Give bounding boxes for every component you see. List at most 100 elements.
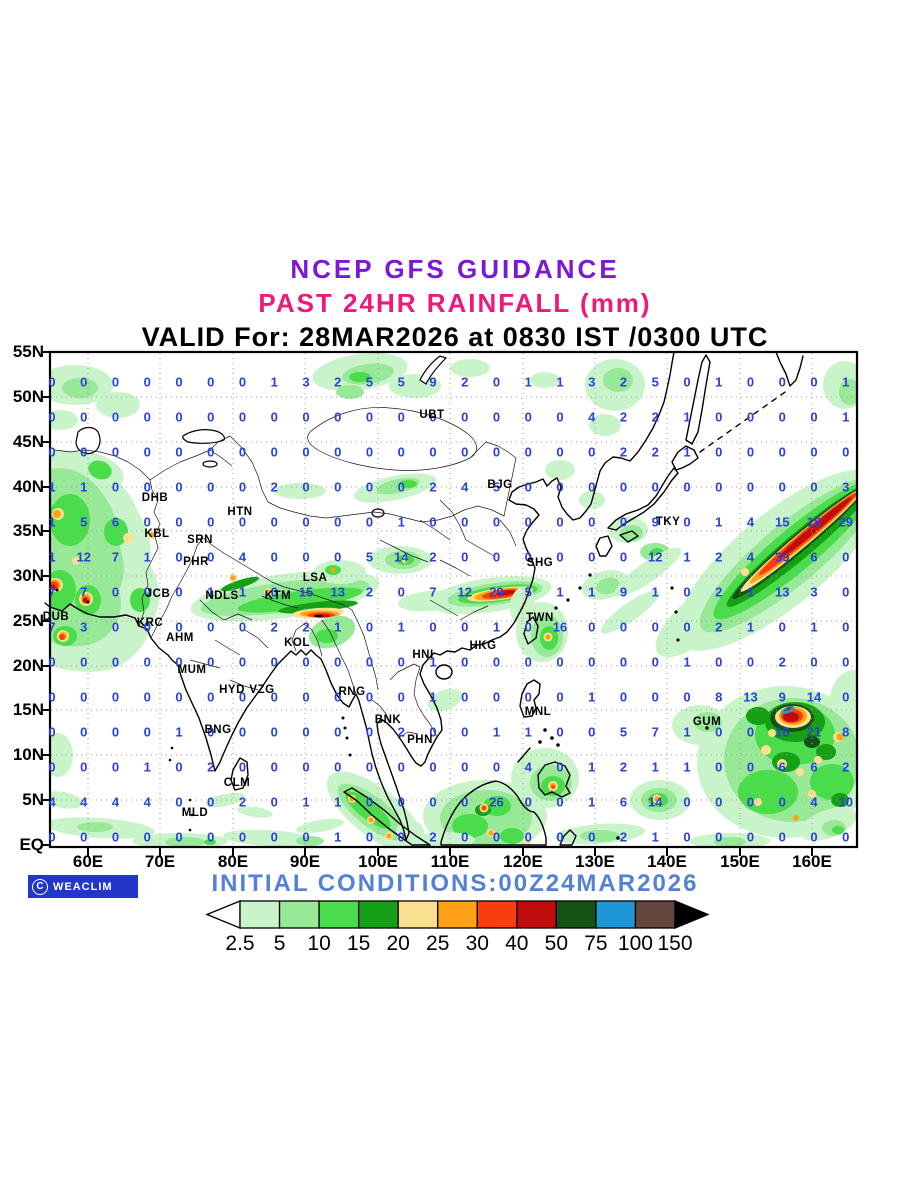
grid-value: 0 [778, 444, 786, 460]
grid-value: 0 [429, 409, 437, 425]
grid-value: 0 [111, 444, 120, 460]
grid-value: 0 [842, 549, 850, 565]
grid-value: 0 [365, 619, 374, 635]
grid-value: 12 [457, 584, 472, 600]
city-label-phr: PHR [183, 556, 209, 568]
grid-value: 5 [365, 374, 374, 390]
grid-value: 0 [334, 724, 342, 740]
grid-value: 29 [489, 584, 504, 600]
grid-value: 0 [365, 689, 374, 705]
grid-value: 0 [270, 654, 278, 670]
grid-value: 0 [207, 409, 215, 425]
colorbar-tick-label: 100 [617, 932, 653, 955]
rainfall-shading [51, 353, 856, 846]
grid-value: 1 [302, 794, 310, 810]
grid-value: 0 [111, 584, 120, 600]
map-frame-and-ticks [41, 350, 859, 856]
grid-value: 0 [492, 689, 501, 705]
grid-value: 0 [365, 479, 374, 495]
grid-value: 0 [461, 619, 469, 635]
grid-value: 2 [715, 549, 723, 565]
grid-value: 0 [365, 759, 374, 775]
grid-value: 0 [302, 549, 310, 565]
grid-value: 1 [334, 829, 342, 845]
city-label-vzg: VZG [249, 684, 275, 696]
lat-label: 25N [12, 611, 44, 630]
grid-value: 0 [207, 654, 215, 670]
grid-value: 0 [842, 619, 850, 635]
grid-value: 0 [111, 654, 120, 670]
page-title: NCEP GFS GUIDANCE [290, 254, 620, 284]
grid-value: 0 [238, 514, 247, 530]
grid-value: 12 [76, 549, 91, 565]
grid-value: 0 [111, 479, 120, 495]
city-label-hyd: HYD [219, 684, 245, 696]
grid-value: 0 [143, 654, 151, 670]
grid-value: 4 [238, 549, 247, 565]
grid-value: 0 [175, 409, 183, 425]
grid-value: 0 [492, 654, 501, 670]
grid-value: 0 [334, 759, 342, 775]
grid-value: 6 [111, 514, 120, 530]
grid-value: 0 [397, 654, 405, 670]
city-label-tky: TKY [655, 516, 681, 528]
grid-value: 0 [48, 409, 56, 425]
grid-value: 10 [838, 794, 853, 810]
grid-value: 0 [143, 444, 151, 460]
grid-value: 0 [746, 444, 755, 460]
grid-value: 2 [397, 724, 405, 740]
grid-value: 5 [651, 374, 659, 390]
grid-value: 0 [524, 549, 532, 565]
lat-label: 10N [12, 745, 44, 764]
city-label-srn: SRN [187, 534, 213, 546]
grid-value: 1 [270, 374, 278, 390]
grid-value: 0 [683, 829, 691, 845]
grid-value: 0 [429, 514, 437, 530]
grid-value: 1 [334, 619, 342, 635]
grid-value: 0 [810, 409, 818, 425]
grid-value: 0 [651, 689, 659, 705]
grid-value: 0 [270, 514, 278, 530]
grid-value: 0 [111, 829, 120, 845]
colorbar [205, 900, 710, 929]
grid-value: 0 [746, 794, 755, 810]
grid-value: 0 [175, 794, 183, 810]
grid-value: 1 [746, 584, 755, 600]
colorbar-tick-label: 50 [544, 932, 569, 955]
grid-value: 15 [298, 584, 314, 600]
grid-value: 0 [492, 829, 501, 845]
grid-value: 0 [683, 374, 691, 390]
city-label-jcb: JCB [145, 588, 171, 600]
grid-value: 0 [302, 724, 310, 740]
grid-value: 0 [397, 479, 405, 495]
grid-value: 1 [588, 689, 596, 705]
grid-value: 0 [778, 829, 786, 845]
grid-value: 0 [207, 444, 215, 460]
grid-value: 1 [48, 514, 56, 530]
city-label-mld: MLD [181, 807, 209, 819]
grid-value: 0 [143, 409, 151, 425]
grid-value: 1 [683, 724, 691, 740]
grid-value: 2 [270, 619, 278, 635]
grid-value: 0 [746, 759, 755, 775]
grid-value: 0 [461, 409, 469, 425]
grid-value: 2 [619, 409, 628, 425]
grid-value: 0 [588, 829, 596, 845]
grid-value: 0 [524, 829, 532, 845]
grid-value: 0 [365, 514, 374, 530]
grid-value: 1 [588, 584, 596, 600]
grid-value: 1 [175, 724, 183, 740]
grid-value: 2 [619, 829, 628, 845]
grid-value: 0 [365, 829, 374, 845]
grid-value: 0 [492, 374, 501, 390]
grid-value: 0 [365, 794, 374, 810]
grid-value: 0 [683, 514, 691, 530]
grid-value: 0 [556, 689, 564, 705]
grid-value: 0 [461, 759, 469, 775]
grid-value: 0 [175, 829, 183, 845]
grid-value: 2 [619, 444, 628, 460]
grid-value: 1 [80, 479, 88, 495]
city-label-ndls: NDLS [205, 590, 239, 602]
grid-value: 0 [302, 829, 310, 845]
